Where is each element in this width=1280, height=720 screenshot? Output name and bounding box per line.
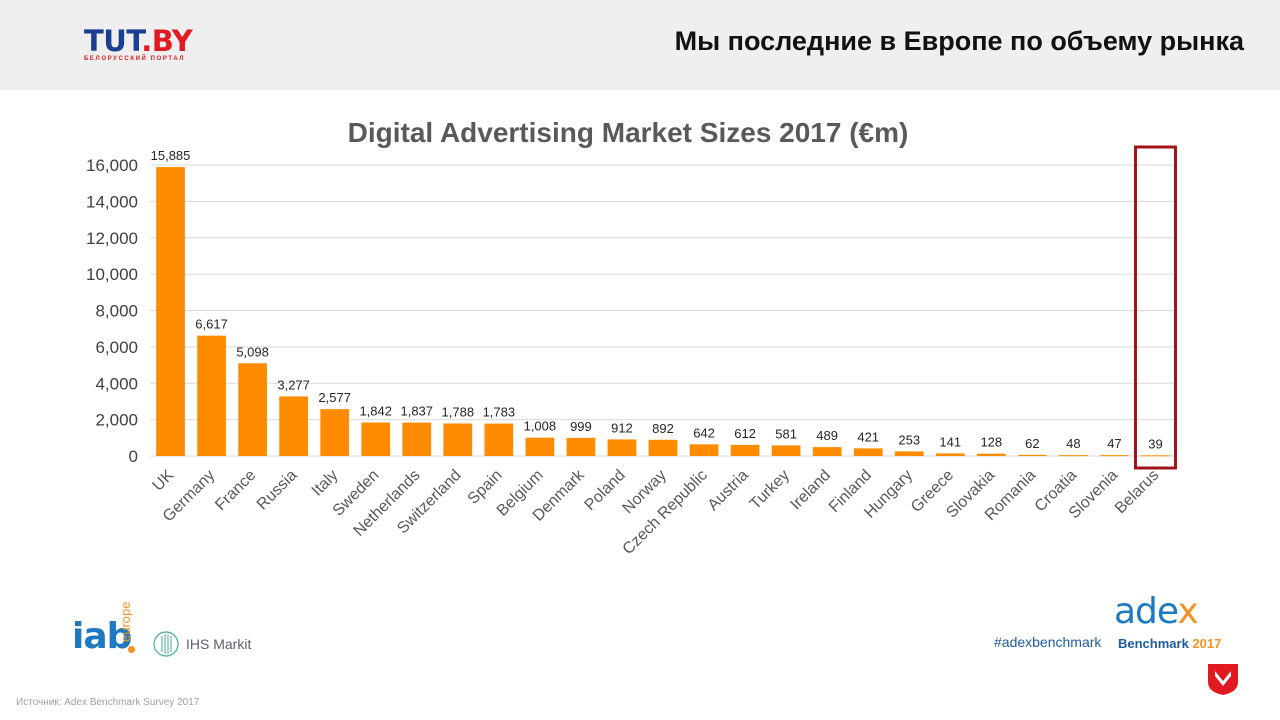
ihs-markit-icon — [153, 631, 179, 657]
data-label: 1,788 — [442, 404, 475, 419]
y-tick-label: 8,000 — [95, 302, 138, 321]
x-tick-label: UK — [150, 467, 178, 495]
logo-tagline: БЕЛОРУССКИЙ ПОРТАЛ — [84, 56, 186, 62]
shield-icon — [1208, 664, 1238, 695]
data-label: 642 — [693, 425, 715, 440]
y-tick-label: 12,000 — [86, 229, 138, 248]
bar — [648, 439, 678, 456]
x-tick-label: Turkey — [747, 467, 793, 513]
data-label: 62 — [1025, 436, 1039, 451]
bar — [484, 423, 514, 456]
adex-wordmark: adex — [1114, 591, 1199, 632]
source-note: Источник: Adex Benchmark Survey 2017 — [16, 697, 200, 708]
x-tick-label: France — [212, 467, 259, 514]
bar — [197, 335, 226, 456]
iab-dot-icon — [128, 646, 135, 653]
bar — [361, 422, 391, 456]
data-label: 3,277 — [277, 377, 310, 392]
bar — [402, 422, 432, 456]
bar — [730, 444, 760, 456]
data-label: 999 — [570, 419, 592, 434]
iab-europe-logo: iab europe — [72, 598, 152, 662]
tutby-logo[interactable]: TUT.BY БЕЛОРУССКИЙ ПОРТАЛ — [84, 26, 204, 66]
logo-wordmark: TUT.BY — [84, 24, 193, 58]
bar — [894, 451, 924, 456]
data-label: 47 — [1107, 436, 1121, 451]
bar — [689, 444, 719, 456]
bar — [525, 437, 555, 456]
bar — [935, 453, 965, 456]
hashtag-text: #adexbenchmark — [994, 634, 1102, 650]
header-bar: TUT.BY БЕЛОРУССКИЙ ПОРТАЛ Мы последние в… — [0, 0, 1280, 90]
bar — [1017, 454, 1047, 456]
y-tick-label: 10,000 — [86, 265, 138, 284]
bar — [443, 423, 473, 456]
bar — [1100, 455, 1129, 457]
data-label: 5,098 — [236, 344, 269, 359]
bar — [607, 439, 637, 456]
bar — [853, 448, 883, 456]
data-label: 489 — [816, 428, 838, 443]
bar — [320, 409, 350, 456]
bar — [566, 437, 596, 456]
chart-svg: Digital Advertising Market Sizes 2017 (€… — [86, 117, 1177, 558]
iab-europe-text: europe — [118, 601, 133, 642]
bar — [1059, 455, 1088, 457]
y-tick-label: 0 — [129, 447, 138, 466]
bar — [976, 453, 1006, 456]
data-label: 128 — [980, 435, 1002, 450]
adex-subtitle: Benchmark 2017 — [1118, 636, 1222, 651]
y-tick-label: 6,000 — [95, 338, 138, 357]
x-tick-label: Russia — [254, 467, 301, 514]
ihs-markit-logo: IHS Markit — [152, 628, 251, 660]
slide-title: Мы последние в Европе по объему рынка — [674, 26, 1244, 56]
y-tick-label: 14,000 — [86, 192, 138, 211]
data-label: 581 — [775, 426, 797, 441]
data-label: 141 — [939, 434, 961, 449]
chart-title: Digital Advertising Market Sizes 2017 (€… — [348, 117, 909, 148]
data-label: 15,885 — [151, 148, 191, 163]
x-tick-label: Italy — [309, 467, 342, 500]
y-tick-label: 2,000 — [95, 411, 138, 430]
bar — [771, 445, 801, 456]
data-label: 1,783 — [483, 405, 516, 420]
ihs-markit-text: IHS Markit — [186, 636, 252, 652]
x-tick-label: Austria — [705, 467, 752, 514]
y-tick-label: 4,000 — [95, 374, 138, 393]
data-label: 48 — [1066, 436, 1080, 451]
bar — [238, 363, 267, 456]
bar — [812, 447, 842, 456]
data-label: 1,837 — [400, 404, 433, 419]
highlight-box — [1133, 145, 1177, 470]
x-tick-label: Belarus — [1112, 467, 1162, 517]
data-label: 1,842 — [359, 403, 392, 418]
iab-wordmark: iab — [72, 616, 132, 657]
bar — [1141, 455, 1170, 457]
data-label: 253 — [898, 432, 920, 447]
adex-benchmark-logo: adex Benchmark 2017 — [1114, 591, 1226, 658]
data-label: 912 — [611, 420, 633, 435]
data-label: 892 — [652, 421, 674, 436]
data-label: 1,008 — [524, 419, 557, 434]
data-label: 2,577 — [318, 390, 351, 405]
bar — [156, 167, 185, 456]
bar — [279, 396, 309, 456]
data-label: 6,617 — [195, 317, 228, 332]
data-label: 612 — [734, 426, 756, 441]
data-label: 39 — [1148, 436, 1162, 451]
bar-chart: Digital Advertising Market Sizes 2017 (€… — [0, 100, 1280, 580]
y-tick-label: 16,000 — [86, 156, 138, 175]
data-label: 421 — [857, 429, 879, 444]
